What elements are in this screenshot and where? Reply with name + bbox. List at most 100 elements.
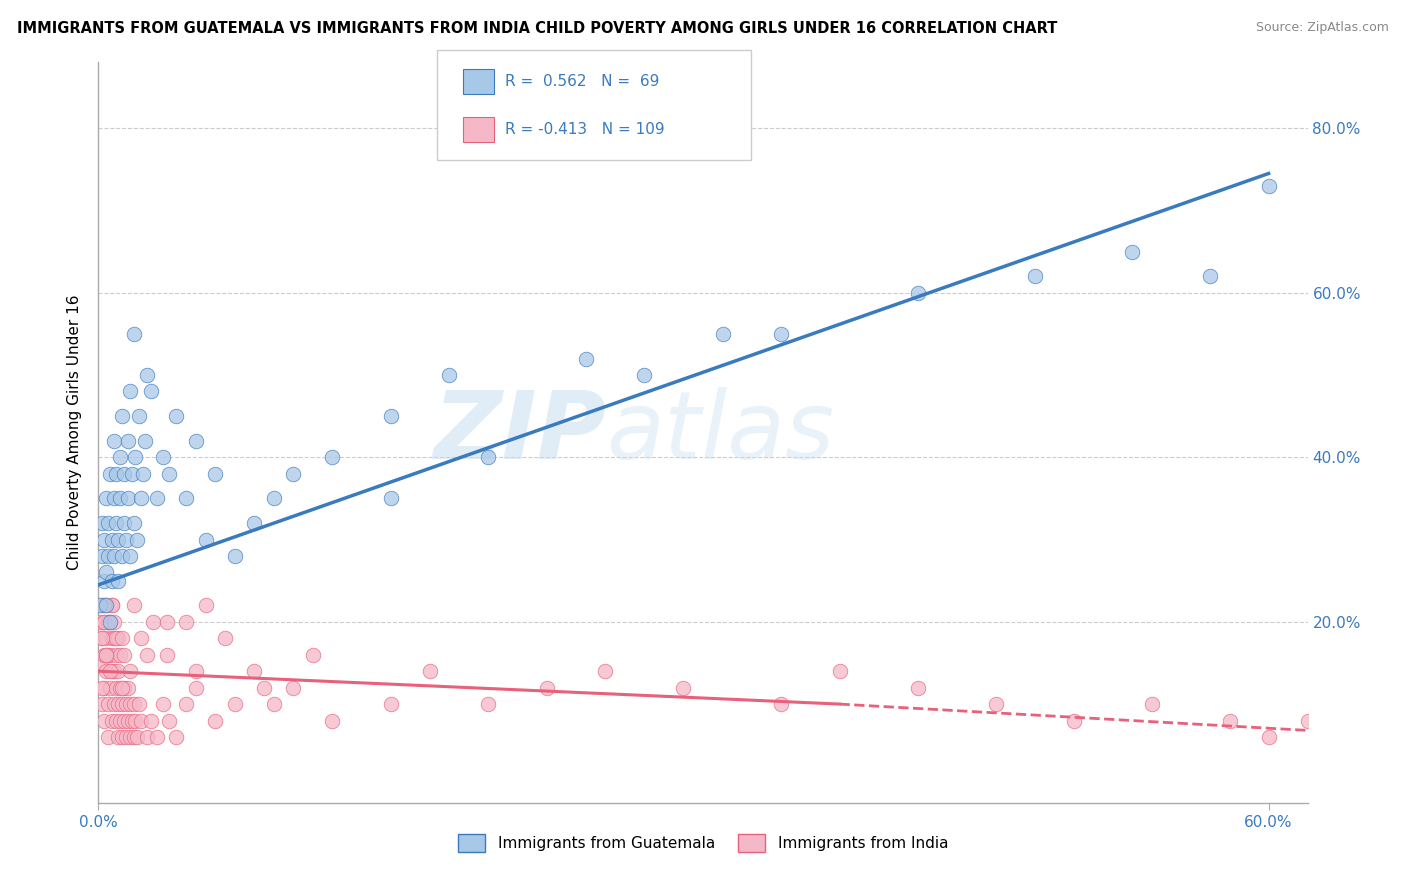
Point	[1296, 714, 1319, 728]
Point	[97, 648, 120, 662]
Point	[93, 681, 115, 695]
Point	[1199, 269, 1222, 284]
Point	[122, 326, 145, 341]
Point	[1063, 714, 1085, 728]
Point	[93, 615, 115, 629]
Point	[122, 697, 145, 711]
Point	[91, 681, 114, 695]
Text: atlas: atlas	[606, 387, 835, 478]
Point	[108, 681, 131, 695]
Point	[907, 285, 929, 300]
Point	[194, 533, 217, 547]
Point	[107, 730, 129, 744]
Point	[97, 615, 120, 629]
Point	[117, 681, 139, 695]
Point	[131, 632, 153, 646]
Point	[96, 648, 118, 662]
Point	[122, 730, 145, 744]
Point	[204, 714, 226, 728]
Legend: Immigrants from Guatemala, Immigrants from India: Immigrants from Guatemala, Immigrants fr…	[451, 829, 955, 858]
Point	[96, 664, 118, 678]
Point	[112, 714, 135, 728]
Text: ZIP: ZIP	[433, 386, 606, 479]
Point	[380, 409, 402, 424]
Point	[157, 714, 180, 728]
Point	[97, 516, 120, 530]
Point	[93, 599, 115, 613]
Point	[380, 697, 402, 711]
Point	[132, 467, 155, 481]
Point	[828, 664, 851, 678]
Point	[103, 615, 125, 629]
Point	[96, 632, 118, 646]
Point	[93, 533, 115, 547]
Point	[114, 730, 136, 744]
Point	[96, 566, 118, 580]
Point	[122, 599, 145, 613]
Point	[101, 533, 124, 547]
Point	[136, 368, 159, 382]
Point	[118, 730, 141, 744]
Point	[131, 714, 153, 728]
Point	[112, 516, 135, 530]
Point	[98, 681, 121, 695]
Point	[96, 599, 118, 613]
Text: IMMIGRANTS FROM GUATEMALA VS IMMIGRANTS FROM INDIA CHILD POVERTY AMONG GIRLS UND: IMMIGRANTS FROM GUATEMALA VS IMMIGRANTS …	[17, 21, 1057, 36]
Point	[142, 615, 165, 629]
Point	[127, 730, 149, 744]
Point	[477, 697, 499, 711]
Point	[134, 434, 156, 448]
Point	[127, 533, 149, 547]
Point	[136, 648, 159, 662]
Point	[107, 632, 129, 646]
Point	[439, 368, 461, 382]
Point	[380, 491, 402, 506]
Point	[101, 599, 124, 613]
Point	[419, 664, 441, 678]
Point	[157, 467, 180, 481]
Point	[907, 681, 929, 695]
Point	[91, 632, 114, 646]
Point	[184, 434, 207, 448]
Point	[97, 549, 120, 563]
Point	[98, 467, 121, 481]
Point	[98, 648, 121, 662]
Point	[156, 615, 179, 629]
Point	[108, 491, 131, 506]
Point	[108, 714, 131, 728]
Point	[118, 549, 141, 563]
Point	[104, 632, 127, 646]
Point	[711, 326, 734, 341]
Point	[107, 533, 129, 547]
Point	[112, 648, 135, 662]
Point	[121, 714, 143, 728]
Point	[96, 648, 118, 662]
Point	[136, 730, 159, 744]
Point	[98, 664, 121, 678]
Point	[91, 697, 114, 711]
Point	[1257, 730, 1279, 744]
Point	[204, 467, 226, 481]
Point	[139, 714, 162, 728]
Point	[89, 615, 111, 629]
Point	[253, 681, 276, 695]
Point	[118, 384, 141, 399]
Point	[263, 491, 285, 506]
Point	[111, 409, 134, 424]
Point	[184, 681, 207, 695]
Point	[769, 697, 792, 711]
Point	[112, 467, 135, 481]
Point	[108, 648, 131, 662]
Point	[104, 648, 127, 662]
Point	[1024, 269, 1046, 284]
Point	[224, 549, 246, 563]
Point	[91, 632, 114, 646]
Point	[103, 632, 125, 646]
Point	[117, 434, 139, 448]
Point	[984, 697, 1007, 711]
Point	[111, 697, 134, 711]
Point	[1140, 697, 1163, 711]
Y-axis label: Child Poverty Among Girls Under 16: Child Poverty Among Girls Under 16	[67, 295, 83, 570]
Point	[97, 615, 120, 629]
Point	[1121, 244, 1143, 259]
